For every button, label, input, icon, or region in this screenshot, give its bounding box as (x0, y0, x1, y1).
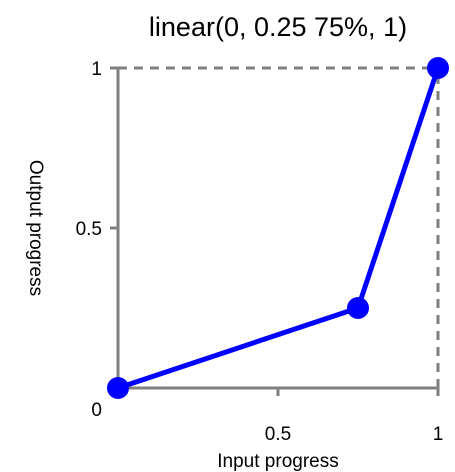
series (107, 57, 449, 399)
x-axis-label: Input progress (217, 451, 338, 472)
y-tick-label-3: 1 (91, 59, 102, 80)
chart-title: linear(0, 0.25 75%, 1) (149, 12, 407, 42)
data-point-2 (347, 297, 369, 319)
ticks (110, 66, 440, 396)
x-tick-label-2: 1 (433, 424, 444, 445)
y-axis-label: Output progress (25, 160, 46, 296)
y-tick-label-2: 0.5 (76, 219, 102, 240)
y-tick-label-1: 0 (91, 400, 102, 421)
data-point-1 (107, 377, 129, 399)
tick-labels: 0 0.5 1 0.5 1 (76, 59, 444, 445)
axes (116, 68, 438, 390)
x-tick-label-1: 0.5 (265, 424, 291, 445)
reference-lines (118, 66, 440, 388)
data-point-3 (427, 57, 449, 79)
series-line-1 (115, 65, 441, 391)
